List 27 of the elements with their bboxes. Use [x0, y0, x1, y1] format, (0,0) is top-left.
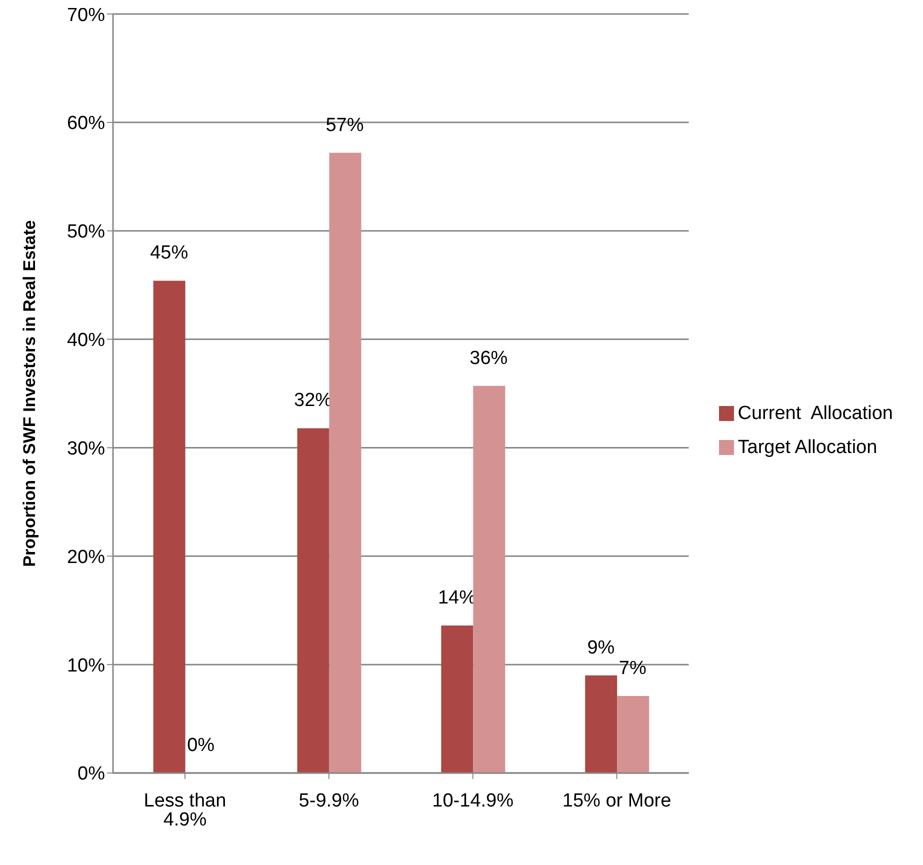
data-label: 7% [618, 658, 646, 680]
legend-label: Target Allocation [738, 436, 878, 458]
data-label: 9% [587, 637, 615, 658]
bar [329, 152, 362, 773]
x-tick-label: 5-9.9% [298, 790, 360, 812]
data-label: 45% [150, 242, 188, 264]
y-axis-title: Proportion of SWF Investors in Real Estate [20, 220, 40, 567]
legend-label: Current Allocation [738, 402, 893, 424]
bar [585, 675, 618, 773]
y-tick-label: 10% [66, 655, 106, 676]
bar [617, 696, 650, 773]
x-tick-label: 10-14.9% [432, 790, 514, 812]
y-tick-label: 20% [66, 546, 106, 568]
bar [297, 428, 330, 773]
y-tick-label: 60% [66, 113, 106, 134]
y-tick-label: 50% [66, 222, 106, 243]
data-label: 36% [470, 348, 508, 369]
x-tick-label: Less than 4.9% [144, 790, 226, 830]
y-tick-label: 0% [78, 764, 106, 785]
y-tick-label: 40% [66, 330, 106, 352]
bar [153, 280, 186, 773]
data-label: 57% [326, 114, 364, 136]
bar [441, 626, 474, 773]
y-tick-label: 30% [66, 438, 106, 460]
data-label: 0% [187, 735, 215, 756]
x-tick-label: 15% or More [562, 790, 672, 812]
bar [473, 386, 506, 773]
